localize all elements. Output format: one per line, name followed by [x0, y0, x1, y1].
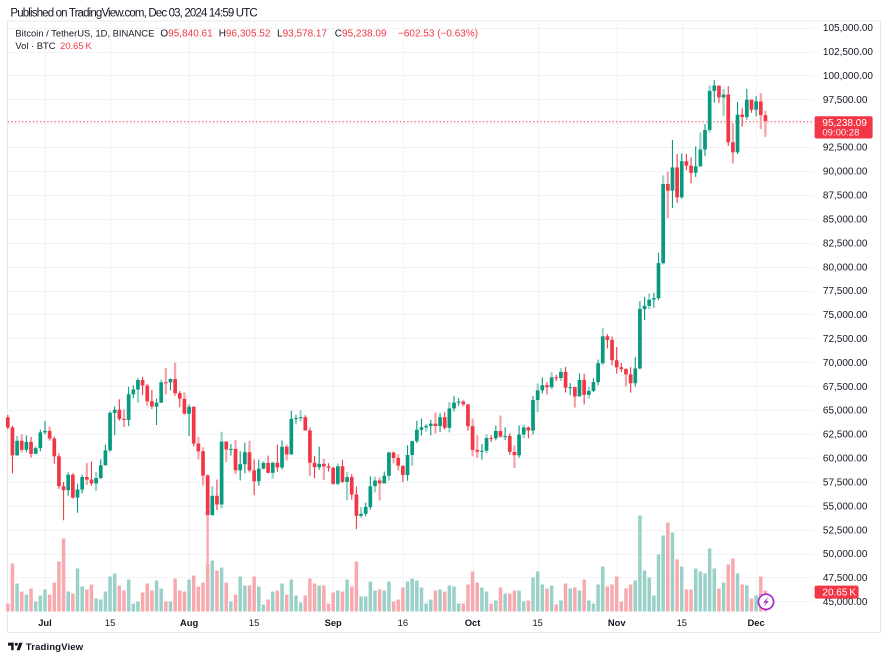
svg-text:97,500.00: 97,500.00 [823, 95, 868, 106]
svg-text:Nov: Nov [608, 617, 626, 628]
svg-text:Published on TradingView.com,: Published on TradingView.com, Dec 03, 20… [10, 7, 257, 19]
svg-text:102,500.00: 102,500.00 [823, 47, 873, 58]
svg-text:15: 15 [105, 617, 115, 628]
svg-text:Oct: Oct [465, 617, 481, 628]
svg-text:55,000.00: 55,000.00 [823, 501, 868, 512]
svg-text:47,500.00: 47,500.00 [823, 573, 868, 584]
svg-text:52,500.00: 52,500.00 [823, 525, 868, 536]
svg-text:45,000.00: 45,000.00 [823, 597, 868, 608]
svg-text:60,000.00: 60,000.00 [823, 454, 868, 465]
svg-text:20.65 K: 20.65 K [822, 588, 856, 599]
svg-text:TradingView: TradingView [26, 642, 84, 653]
svg-text:85,000.00: 85,000.00 [823, 215, 868, 226]
svg-text:O95,840.61: O95,840.61 [160, 29, 213, 40]
svg-text:16: 16 [398, 617, 408, 628]
svg-text:Aug: Aug [180, 617, 198, 628]
svg-text:90,000.00: 90,000.00 [823, 167, 868, 178]
svg-text:65,000.00: 65,000.00 [823, 406, 868, 417]
svg-text:67,500.00: 67,500.00 [823, 382, 868, 393]
svg-text:H96,305.52: H96,305.52 [219, 29, 271, 40]
svg-text:09:00:28: 09:00:28 [822, 127, 859, 138]
svg-text:15: 15 [677, 617, 687, 628]
svg-text:15: 15 [532, 617, 542, 628]
svg-text:−602.53 (−0.63%): −602.53 (−0.63%) [398, 29, 478, 40]
svg-text:77,500.00: 77,500.00 [823, 286, 868, 297]
svg-text:Bitcoin / TetherUS, 1D, BINANC: Bitcoin / TetherUS, 1D, BINANCE [15, 28, 154, 39]
svg-text:87,500.00: 87,500.00 [823, 191, 868, 202]
svg-text:Vol · BTC 20.65 K: Vol · BTC 20.65 K [15, 40, 92, 51]
svg-text:92,500.00: 92,500.00 [823, 143, 868, 154]
svg-text:75,000.00: 75,000.00 [823, 310, 868, 321]
svg-text:L93,578.17: L93,578.17 [277, 29, 327, 40]
svg-text:82,500.00: 82,500.00 [823, 238, 868, 249]
svg-text:57,500.00: 57,500.00 [823, 478, 868, 489]
svg-text:70,000.00: 70,000.00 [823, 358, 868, 369]
svg-text:Sep: Sep [325, 617, 342, 628]
svg-text:50,000.00: 50,000.00 [823, 549, 868, 560]
svg-text:Jul: Jul [38, 617, 52, 628]
svg-text:105,000.00: 105,000.00 [823, 23, 873, 34]
svg-text:100,000.00: 100,000.00 [823, 71, 873, 82]
svg-text:72,500.00: 72,500.00 [823, 334, 868, 345]
svg-text:95,238.09: 95,238.09 [822, 118, 867, 129]
svg-text:62,500.00: 62,500.00 [823, 430, 868, 441]
svg-text:Dec: Dec [747, 617, 764, 628]
svg-text:C95,238.09: C95,238.09 [335, 29, 387, 40]
svg-text:15: 15 [249, 617, 259, 628]
svg-text:80,000.00: 80,000.00 [823, 262, 868, 273]
